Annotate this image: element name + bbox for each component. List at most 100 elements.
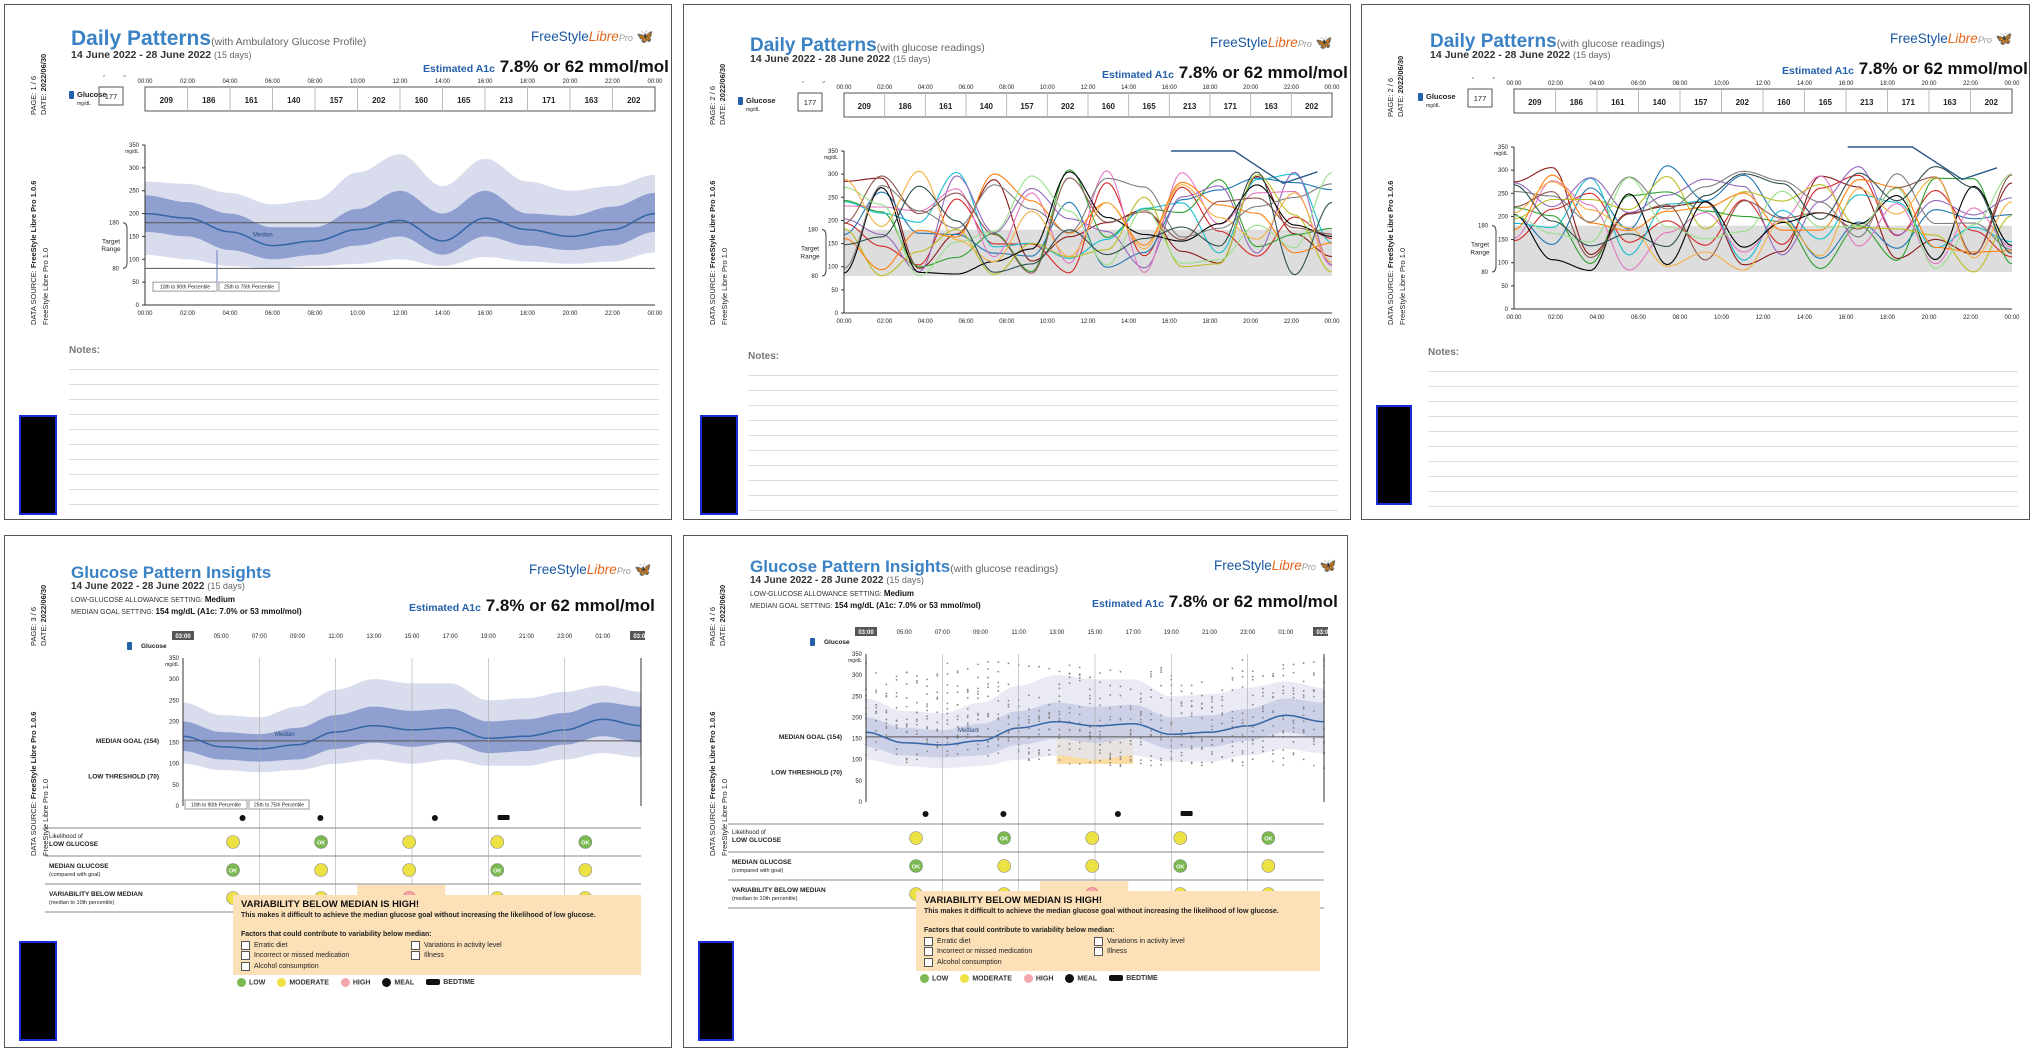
row-sublabel: (median to 10th percentile) — [732, 896, 798, 902]
notes-area[interactable] — [748, 361, 1338, 511]
reading-dot — [977, 729, 979, 732]
reading-dot — [1241, 686, 1244, 689]
reading-dot — [987, 754, 990, 757]
pct-outer-label: 10th to 90th Percentile — [191, 803, 241, 809]
reading-dot — [1139, 698, 1142, 700]
factor-checkbox[interactable]: Erratic diet — [241, 940, 411, 951]
hourly-average: 140 — [1653, 98, 1667, 107]
reading-dot — [875, 729, 878, 732]
reading-dot — [1241, 712, 1244, 715]
reading-dot — [1231, 717, 1234, 720]
reading-dot — [966, 722, 969, 725]
reading-dot — [1058, 728, 1061, 731]
reading-dot — [936, 746, 939, 749]
reading-dot — [1099, 733, 1101, 736]
reading-dot — [1160, 714, 1163, 717]
reading-dot — [1231, 676, 1234, 679]
reading-dot — [1078, 713, 1081, 716]
reading-dot — [1262, 695, 1264, 697]
reading-dot — [1099, 737, 1101, 740]
reading-dot — [1007, 662, 1010, 665]
reading-dot — [977, 690, 979, 693]
reading-dot — [895, 692, 898, 694]
reading-dot — [1251, 739, 1254, 742]
time-tick: 23:00 — [1240, 630, 1256, 636]
reading-dot — [1292, 696, 1295, 699]
reading-dot — [1211, 710, 1213, 713]
reading-dot — [1089, 731, 1091, 734]
bed-icon — [1109, 975, 1124, 982]
reading-dot — [1119, 765, 1122, 768]
factor-checkbox[interactable]: Incorrect or missed medication — [241, 951, 411, 962]
reading-dot — [1241, 752, 1244, 755]
daily-average-box — [1467, 88, 1493, 108]
reading-dot — [997, 681, 1000, 684]
row-label: LOW GLUCOSE — [732, 837, 782, 844]
hourly-average: 165 — [1819, 98, 1833, 107]
reading-dot — [1292, 731, 1295, 733]
factor-checkbox[interactable]: Erratic diet — [924, 936, 1094, 947]
reading-dot — [956, 753, 959, 756]
y-tick: 100 — [828, 265, 839, 271]
reading-dot — [1180, 760, 1183, 763]
reading-dot — [956, 704, 959, 706]
factor-checkbox[interactable]: Variations in activity level — [1094, 936, 1264, 947]
reading-dot — [1048, 753, 1051, 756]
reading-dot — [1282, 685, 1285, 688]
y-tick: 350 — [828, 149, 839, 155]
factor-checkbox[interactable]: Alcohol consumption — [924, 957, 1094, 968]
reading-dot — [956, 715, 959, 718]
reading-line — [843, 182, 1333, 274]
factor-checklist[interactable]: Erratic diet Variations in activity level… — [924, 936, 1264, 968]
legend-item: HIGH — [340, 978, 370, 987]
notes-area[interactable] — [1428, 357, 2018, 507]
reading-dot — [1241, 675, 1244, 678]
reading-dot — [1089, 676, 1091, 679]
target-label: Range — [101, 246, 121, 253]
reading-dot — [875, 671, 878, 674]
row-label: Likelihood of — [732, 830, 766, 836]
reading-dot — [1221, 739, 1224, 741]
factor-checkbox[interactable]: Illness — [411, 951, 581, 962]
factor-checklist[interactable]: Erratic diet Variations in activity level… — [241, 940, 581, 972]
factor-checkbox[interactable]: Illness — [1094, 947, 1264, 958]
page-daily-patterns-readings-2: PAGE: 2 / 6 DATE: 2022/06/30 DATA SOURCE… — [1361, 4, 2030, 520]
reading-dot — [1312, 764, 1315, 767]
reading-dot — [997, 685, 1000, 688]
y-tick: 50 — [831, 288, 838, 294]
reading-dot — [926, 727, 928, 730]
reading-dot — [1129, 760, 1132, 762]
reading-dot — [1241, 740, 1244, 743]
reading-dot — [1007, 703, 1010, 706]
factor-checkbox[interactable]: Variations in activity level — [411, 940, 581, 951]
notes-area[interactable] — [69, 355, 659, 505]
data-source: DATA SOURCE: FreeStyle Libre Pro 1.0.6 — [29, 180, 38, 325]
time-tick: 20:00 — [562, 79, 578, 85]
reading-dot — [926, 739, 928, 742]
y-tick: 250 — [852, 694, 863, 700]
insight-indicator-yellow — [402, 863, 416, 877]
row-label: VARIABILITY BELOW MEDIAN — [49, 891, 143, 898]
factor-checkbox[interactable]: Alcohol consumption — [241, 961, 411, 972]
factor-checkbox[interactable]: Incorrect or missed medication — [924, 947, 1094, 958]
ok-label: OK — [581, 841, 589, 847]
reading-dot — [905, 696, 908, 699]
insight-indicator-green — [1261, 831, 1276, 845]
time-tick: 07:00 — [252, 634, 268, 640]
reading-dot — [1027, 665, 1030, 668]
page-number: PAGE: 2 / 6 — [708, 85, 717, 125]
reading-dot — [1058, 734, 1061, 736]
reading-dot — [915, 681, 918, 684]
time-tick: 10:00 — [350, 79, 366, 85]
reading-dot — [1272, 760, 1275, 763]
y-tick: 250 — [169, 698, 180, 704]
time-tick: 22:00 — [1284, 85, 1300, 91]
insight-indicator-green — [1173, 859, 1188, 873]
reading-dot — [1302, 720, 1305, 723]
reading-dot — [1068, 664, 1071, 667]
reading-dot — [1231, 689, 1234, 691]
reading-dot — [1312, 743, 1315, 746]
reading-dot — [926, 725, 928, 728]
time-tick: 02:00 — [180, 79, 196, 85]
reading-dot — [1262, 687, 1264, 690]
